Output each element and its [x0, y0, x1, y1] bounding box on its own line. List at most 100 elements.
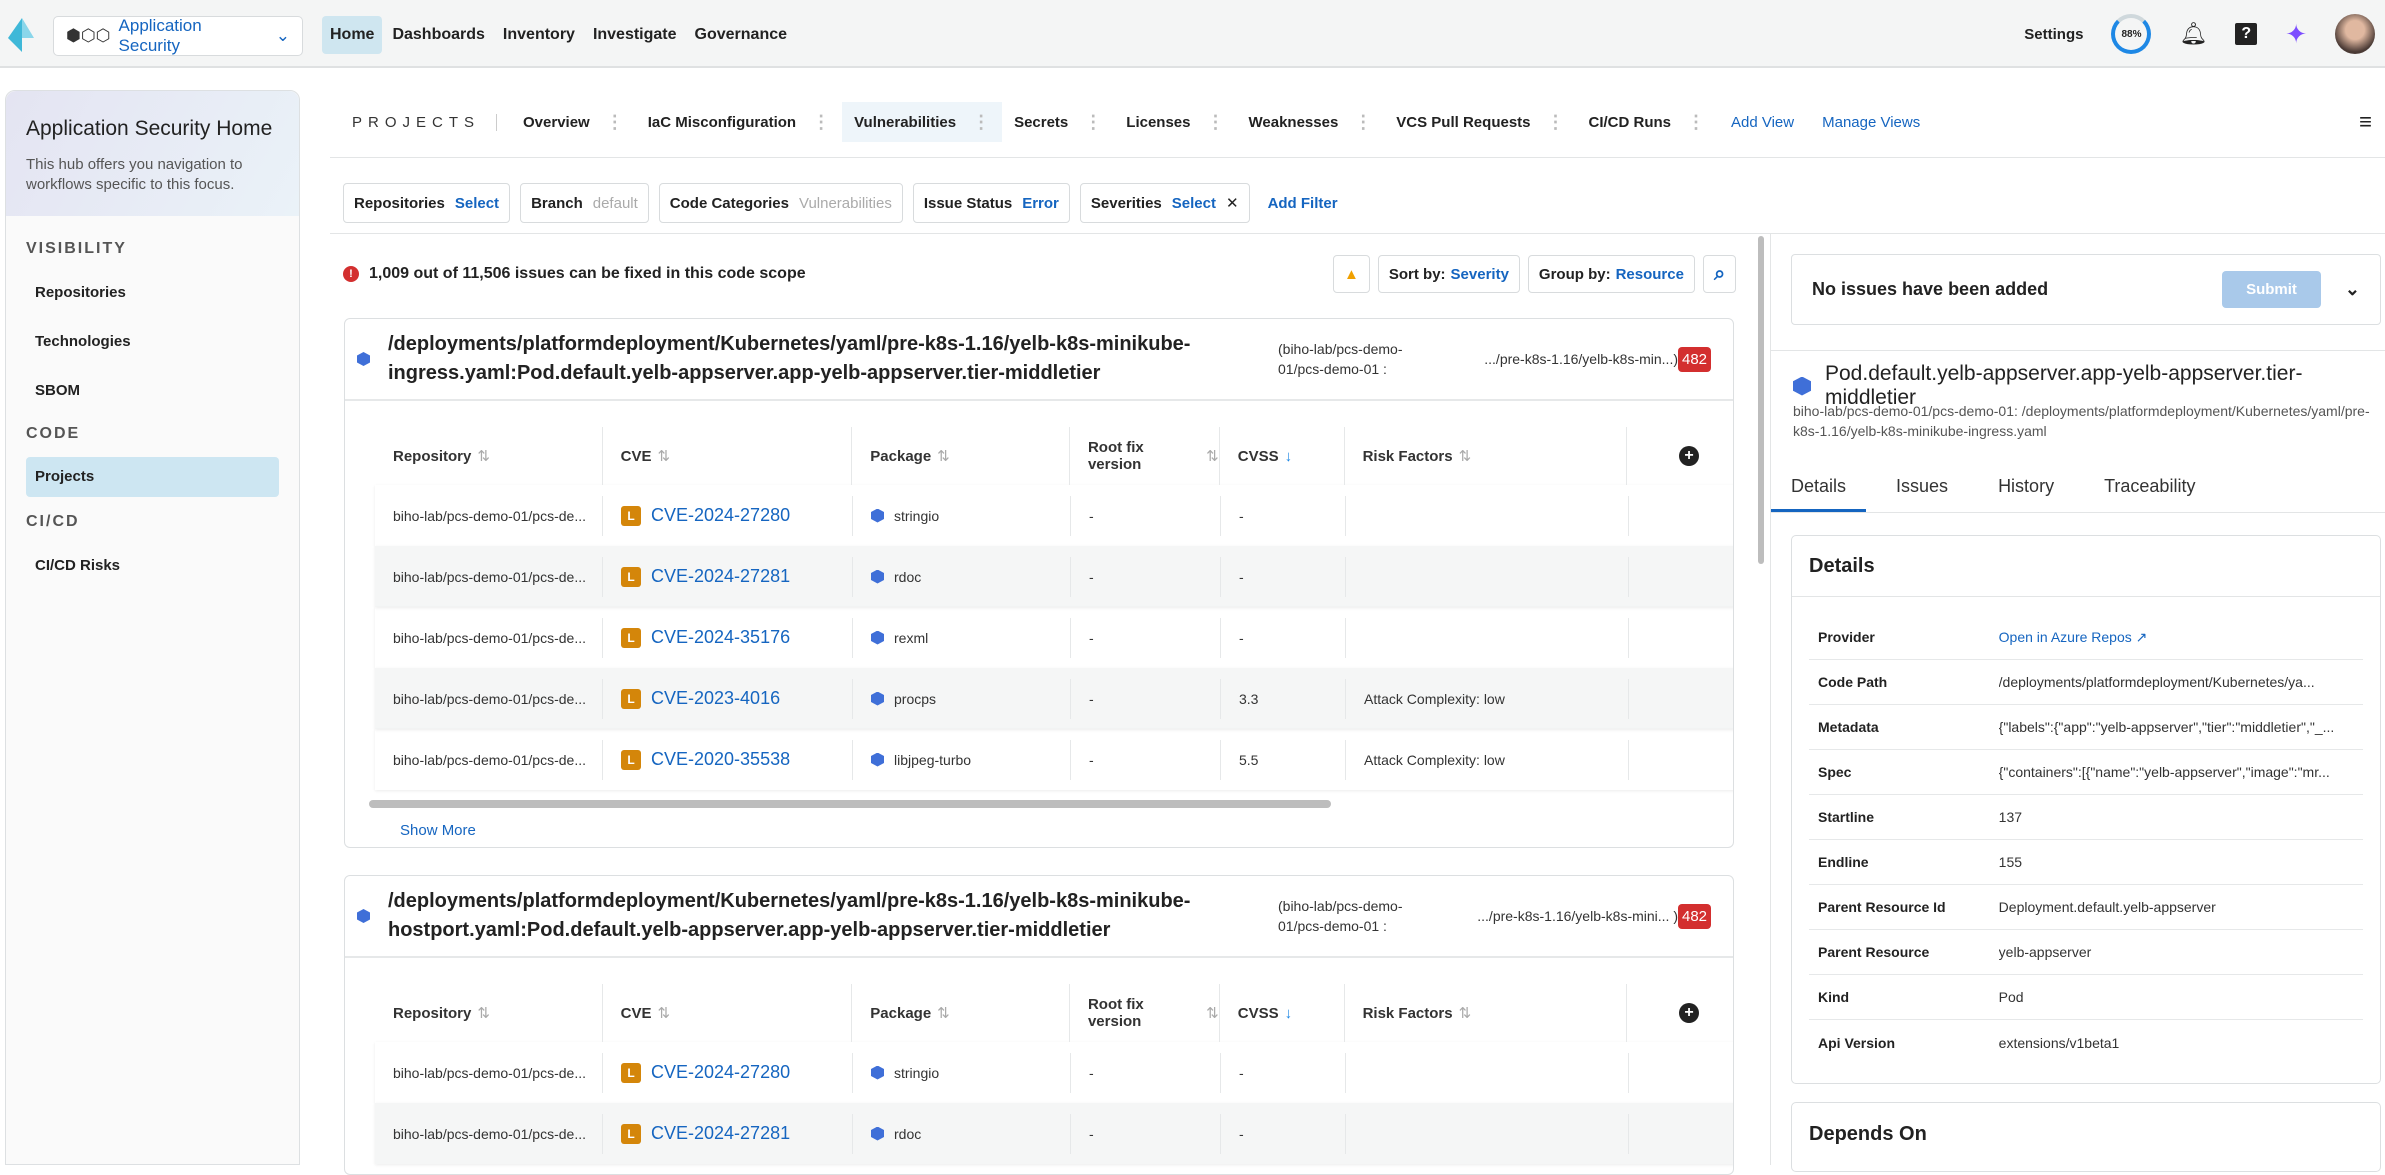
- tab-traceability[interactable]: Traceability: [2104, 476, 2196, 496]
- progress-ring[interactable]: 88%: [2111, 14, 2152, 54]
- tab-issues[interactable]: Issues: [1896, 476, 1949, 496]
- sidebar-item-cicd-risks[interactable]: CI/CD Risks: [35, 557, 121, 574]
- filter-branch[interactable]: Branch default: [520, 183, 649, 223]
- group-by-button[interactable]: Group by: Resource: [1527, 255, 1695, 293]
- add-column-button[interactable]: +: [1627, 984, 1733, 1042]
- sidebar-item-technologies[interactable]: Technologies: [35, 333, 131, 350]
- horizontal-scrollbar[interactable]: [369, 800, 1331, 808]
- tab-licenses[interactable]: Licenses ⋮: [1114, 102, 1236, 142]
- avatar[interactable]: [2335, 14, 2375, 54]
- warning-filter-button[interactable]: ▲: [1333, 255, 1370, 293]
- kebab-icon[interactable]: ⋮: [1084, 112, 1103, 132]
- kebab-icon[interactable]: ⋮: [1546, 112, 1565, 132]
- manage-views-link[interactable]: Manage Views: [1822, 113, 1921, 131]
- ai-sparkle-icon[interactable]: ✦: [2285, 18, 2307, 49]
- sidebar-item-repositories[interactable]: Repositories: [35, 284, 126, 301]
- sort-desc-icon[interactable]: ↓: [1284, 447, 1293, 465]
- column-header[interactable]: CVSS ↓: [1220, 984, 1345, 1042]
- column-header[interactable]: Root fix version ⇅: [1070, 984, 1220, 1042]
- tab-weaknesses[interactable]: Weaknesses ⋮: [1237, 102, 1385, 142]
- cve-link[interactable]: CVE-2024-27280: [651, 505, 791, 525]
- kebab-icon[interactable]: ⋮: [1687, 112, 1705, 132]
- tab-vulnerabilities[interactable]: Vulnerabilities ⋮: [842, 102, 1003, 142]
- kebab-icon[interactable]: ⋮: [1354, 112, 1373, 132]
- close-icon[interactable]: ✕: [1225, 195, 1239, 212]
- column-header[interactable]: CVE ⇅: [603, 427, 853, 485]
- nav-inventory[interactable]: Inventory: [502, 26, 575, 43]
- tab-overview[interactable]: Overview ⋮: [511, 102, 636, 142]
- chevron-down-icon[interactable]: ⌄: [2344, 279, 2360, 299]
- submit-button[interactable]: Submit: [2222, 271, 2321, 308]
- table-row[interactable]: biho-lab/pcs-demo-01/pcs-de... L CVE-2024…: [375, 546, 1733, 607]
- sort-icon[interactable]: ⇅: [657, 1005, 671, 1022]
- tab-details[interactable]: Details: [1771, 476, 1867, 512]
- tab-history[interactable]: History: [1998, 476, 2055, 496]
- settings-link[interactable]: Settings: [2024, 25, 2084, 43]
- filter-severities[interactable]: Severities Select ✕: [1079, 183, 1250, 223]
- tab-vcs-pull-requests[interactable]: VCS Pull Requests ⋮: [1384, 102, 1576, 142]
- nav-dashboards[interactable]: Dashboards: [392, 26, 485, 43]
- table-row[interactable]: biho-lab/pcs-demo-01/pcs-de... L CVE-2020…: [375, 729, 1733, 790]
- column-header[interactable]: Repository ⇅: [375, 427, 603, 485]
- sort-icon[interactable]: ⇅: [477, 448, 490, 465]
- sort-icon[interactable]: ⇅: [937, 448, 950, 465]
- sort-icon[interactable]: ⇅: [1458, 1005, 1472, 1022]
- table-row[interactable]: biho-lab/pcs-demo-01/pcs-de... L CVE-2024…: [375, 485, 1733, 546]
- cve-link[interactable]: CVE-2024-27281: [651, 1123, 791, 1143]
- cve-link[interactable]: CVE-2024-27281: [651, 566, 791, 586]
- filter-code-categories[interactable]: Code Categories Vulnerabilities: [658, 183, 903, 223]
- column-header[interactable]: Risk Factors ⇅: [1345, 427, 1628, 485]
- tab-secrets[interactable]: Secrets ⋮: [1002, 102, 1114, 142]
- table-row[interactable]: biho-lab/pcs-demo-01/pcs-de... L CVE-2024…: [375, 1042, 1733, 1103]
- resource-path-title[interactable]: /deployments/platformdeployment/Kubernet…: [388, 333, 1191, 384]
- hamburger-menu-icon[interactable]: ≡: [2359, 109, 2372, 134]
- kebab-icon[interactable]: ⋮: [812, 112, 831, 132]
- table-row[interactable]: biho-lab/pcs-demo-01/pcs-de... L CVE-2023…: [375, 668, 1733, 729]
- cve-link[interactable]: CVE-2023-4016: [651, 688, 781, 708]
- cve-link[interactable]: CVE-2024-27280: [651, 1062, 791, 1082]
- sort-icon[interactable]: ⇅: [1458, 448, 1472, 465]
- nav-investigate[interactable]: Investigate: [592, 26, 677, 43]
- column-header[interactable]: CVSS ↓: [1220, 427, 1345, 485]
- show-more-link[interactable]: Show More: [400, 822, 476, 839]
- resource-card-header[interactable]: /deployments/platformdeployment/Kubernet…: [345, 876, 1733, 958]
- kebab-icon[interactable]: ⋮: [605, 112, 624, 132]
- resource-card-header[interactable]: /deployments/platformdeployment/Kubernet…: [345, 319, 1733, 401]
- sort-icon[interactable]: ⇅: [1206, 1005, 1219, 1022]
- column-header[interactable]: Package ⇅: [852, 427, 1070, 485]
- open-in-azure-repos-link[interactable]: Open in Azure Repos ↗: [1999, 629, 2363, 646]
- sidebar-item-sbom[interactable]: SBOM: [35, 382, 80, 399]
- tab-iac[interactable]: IaC Misconfiguration ⋮: [636, 102, 842, 142]
- sidebar-item-projects[interactable]: Projects: [26, 457, 279, 497]
- sort-icon[interactable]: ⇅: [657, 448, 671, 465]
- filter-issue-status[interactable]: Issue Status Error: [912, 183, 1070, 223]
- add-view-link[interactable]: Add View: [1731, 113, 1795, 131]
- bell-icon[interactable]: 🔔︎: [2179, 21, 2208, 46]
- search-button[interactable]: ⌕: [1702, 255, 1737, 293]
- nav-governance[interactable]: Governance: [694, 26, 788, 43]
- column-header[interactable]: Risk Factors ⇅: [1345, 984, 1628, 1042]
- resource-path-title[interactable]: /deployments/platformdeployment/Kubernet…: [388, 890, 1191, 941]
- cve-link[interactable]: CVE-2024-35176: [651, 627, 791, 647]
- column-header[interactable]: Root fix version ⇅: [1070, 427, 1220, 485]
- add-filter-link[interactable]: Add Filter: [1267, 194, 1338, 212]
- table-row[interactable]: biho-lab/pcs-demo-01/pcs-de... L CVE-2024…: [375, 607, 1733, 668]
- add-column-button[interactable]: +: [1627, 427, 1733, 485]
- column-header[interactable]: Package ⇅: [852, 984, 1070, 1042]
- sort-icon[interactable]: ⇅: [477, 1005, 490, 1022]
- sort-desc-icon[interactable]: ↓: [1284, 1004, 1293, 1022]
- app-logo-icon[interactable]: [8, 18, 34, 52]
- help-book-icon[interactable]: ?: [2235, 23, 2258, 45]
- kebab-icon[interactable]: ⋮: [972, 112, 991, 132]
- column-header[interactable]: Repository ⇅: [375, 984, 603, 1042]
- sort-icon[interactable]: ⇅: [937, 1005, 950, 1022]
- kebab-icon[interactable]: ⋮: [1206, 112, 1225, 132]
- table-row[interactable]: biho-lab/pcs-demo-01/pcs-de... L CVE-2024…: [375, 1103, 1733, 1164]
- tab-cicd-runs[interactable]: CI/CD Runs ⋮: [1577, 102, 1718, 142]
- cve-link[interactable]: CVE-2020-35538: [651, 749, 791, 769]
- sort-icon[interactable]: ⇅: [1206, 448, 1219, 465]
- sort-by-button[interactable]: Sort by: Severity: [1377, 255, 1520, 293]
- column-header[interactable]: CVE ⇅: [603, 984, 853, 1042]
- vertical-scrollbar[interactable]: [1758, 236, 1764, 564]
- app-selector[interactable]: ⬢⬡⬡ Application Security ⌄: [53, 16, 303, 56]
